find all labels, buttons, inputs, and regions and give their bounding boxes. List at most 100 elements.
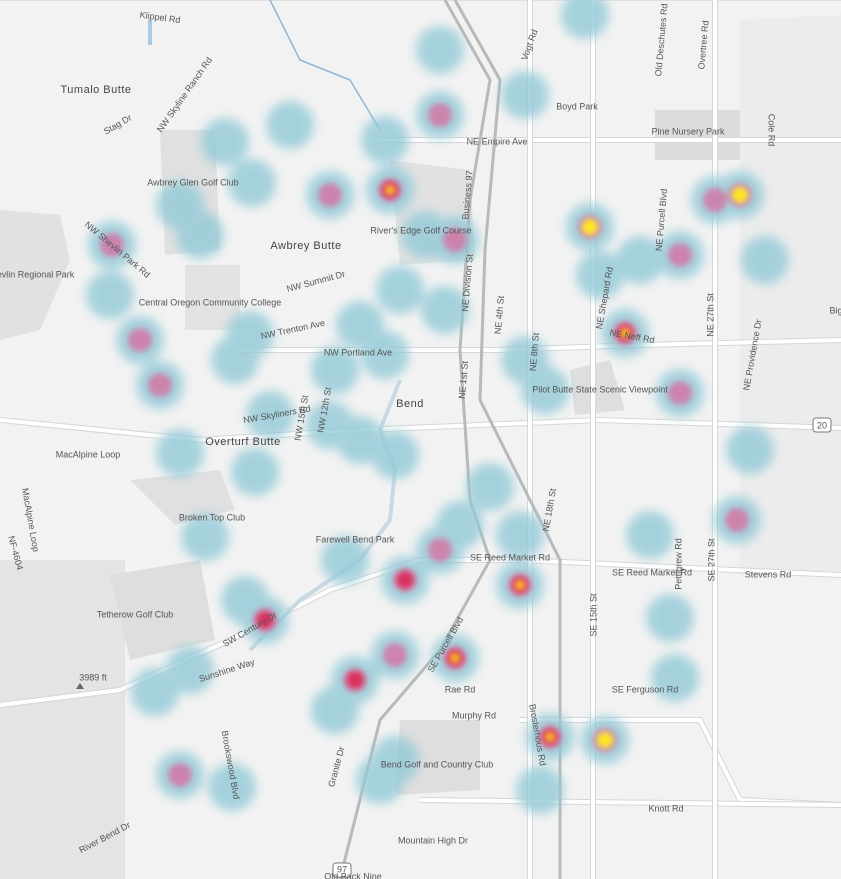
heat-core-spot <box>452 655 458 661</box>
heat-spot <box>616 236 664 284</box>
heat-core-spot <box>668 381 692 405</box>
map-label: Pine Nursery Park <box>651 126 725 136</box>
map-label: NE 27th St <box>705 293 715 337</box>
heat-spot <box>516 766 564 814</box>
heat-spot <box>86 271 134 319</box>
map-label: Shevlin Regional Park <box>0 269 75 279</box>
map-label: Boyd Park <box>556 101 598 111</box>
map-label: River's Edge Golf Course <box>370 225 471 235</box>
heat-spot <box>176 211 224 259</box>
heat-core-spot <box>100 233 124 257</box>
heat-core-spot <box>668 243 692 267</box>
map-label: Farewell Bend Park <box>316 534 395 544</box>
map-label: SE Reed Market Rd <box>470 552 550 562</box>
heat-core-spot <box>318 183 342 207</box>
heat-spot <box>501 71 549 119</box>
map-label: Old Back Nine <box>324 871 382 879</box>
map-label: Mountain High Dr <box>398 835 468 845</box>
map-label: NE 8th St <box>528 332 541 372</box>
heat-spot <box>726 426 774 474</box>
map-label: Central Oregon Community College <box>139 297 282 307</box>
heat-spot <box>201 118 249 166</box>
heat-core-spot <box>703 188 727 212</box>
heat-spot <box>521 366 569 414</box>
map-label: Tetherow Golf Club <box>97 609 174 619</box>
heat-spot <box>626 511 674 559</box>
map-label: Overtree Rd <box>696 20 710 70</box>
heat-core-spot <box>443 228 467 252</box>
map-label: NE Empire Ave <box>467 136 528 146</box>
heat-spot <box>311 346 359 394</box>
map-label: SE Reed Market Rd <box>612 567 692 577</box>
map-label: MacAlpine Loop <box>56 449 121 459</box>
heat-spot <box>181 513 229 561</box>
heat-spot <box>228 159 276 207</box>
map-label: Murphy Rd <box>452 710 496 720</box>
heat-core-spot <box>383 643 407 667</box>
map-label: Broken Top Club <box>179 512 245 522</box>
heat-core-spot <box>547 734 553 740</box>
heat-core-spot <box>396 571 414 589</box>
heat-core-spot <box>428 538 452 562</box>
heat-spot <box>311 686 359 734</box>
heat-core-spot <box>168 763 192 787</box>
heat-spot <box>416 26 464 74</box>
map-label: NE 4th St <box>493 295 506 335</box>
heat-core-spot <box>256 611 274 629</box>
heat-spot <box>651 654 699 702</box>
map-label: NE 1st St <box>457 360 470 399</box>
map-label: Rae Rd <box>445 684 476 694</box>
heat-core-spot <box>148 373 172 397</box>
heat-core-spot <box>597 732 613 748</box>
heat-spot <box>246 391 294 439</box>
map-label: Tumalo Butte <box>60 84 131 96</box>
heat-core-spot <box>428 103 452 127</box>
heat-spot <box>371 431 419 479</box>
heat-core-spot <box>517 582 523 588</box>
heat-core-spot <box>725 508 749 532</box>
map-label: Cole Rd <box>767 114 777 147</box>
heat-core-spot <box>582 219 598 235</box>
map-label: Awbrey Glen Golf Club <box>147 177 238 187</box>
heat-spot <box>208 763 256 811</box>
heat-layer <box>86 0 789 814</box>
map-label: Pettigrew Rd <box>673 538 683 590</box>
map-label: Knott Rd <box>648 803 683 813</box>
heat-core-spot <box>732 187 748 203</box>
heat-spot <box>576 251 624 299</box>
map-label: Bend Golf and Country Club <box>381 759 494 769</box>
heat-spot <box>156 429 204 477</box>
heat-spot <box>361 331 409 379</box>
heat-core-spot <box>346 671 364 689</box>
map-label: Stevens Rd <box>745 569 792 579</box>
map-label: SE 27th St <box>706 538 716 582</box>
heat-spot <box>211 336 259 384</box>
map-label: 3989 ft <box>79 672 107 682</box>
heat-spot <box>466 463 514 511</box>
heat-spot <box>361 116 409 164</box>
heat-spot <box>356 756 404 804</box>
map-label: Business 97 <box>460 170 474 220</box>
heat-spot <box>401 211 449 259</box>
heat-core-spot <box>622 330 628 336</box>
heat-spot <box>496 511 544 559</box>
heat-spot <box>561 0 609 39</box>
heat-spot <box>231 448 279 496</box>
map-label: SE 15th St <box>588 593 598 637</box>
map-label: 20 <box>817 420 827 430</box>
heat-spot <box>131 668 179 716</box>
map-label: Bend <box>396 398 424 410</box>
map-label: Pilot Butte State Scenic Viewpoint <box>532 384 668 394</box>
heat-core <box>100 103 752 787</box>
heat-spot <box>321 536 369 584</box>
map-label: 97 <box>337 864 347 874</box>
map-label: SE Ferguson Rd <box>612 684 679 694</box>
heat-spot <box>421 286 469 334</box>
heat-spot <box>166 646 214 694</box>
heat-spot <box>376 266 424 314</box>
heat-core-spot <box>128 328 152 352</box>
heat-spot <box>741 236 789 284</box>
map-label: NW Portland Ave <box>324 347 392 357</box>
